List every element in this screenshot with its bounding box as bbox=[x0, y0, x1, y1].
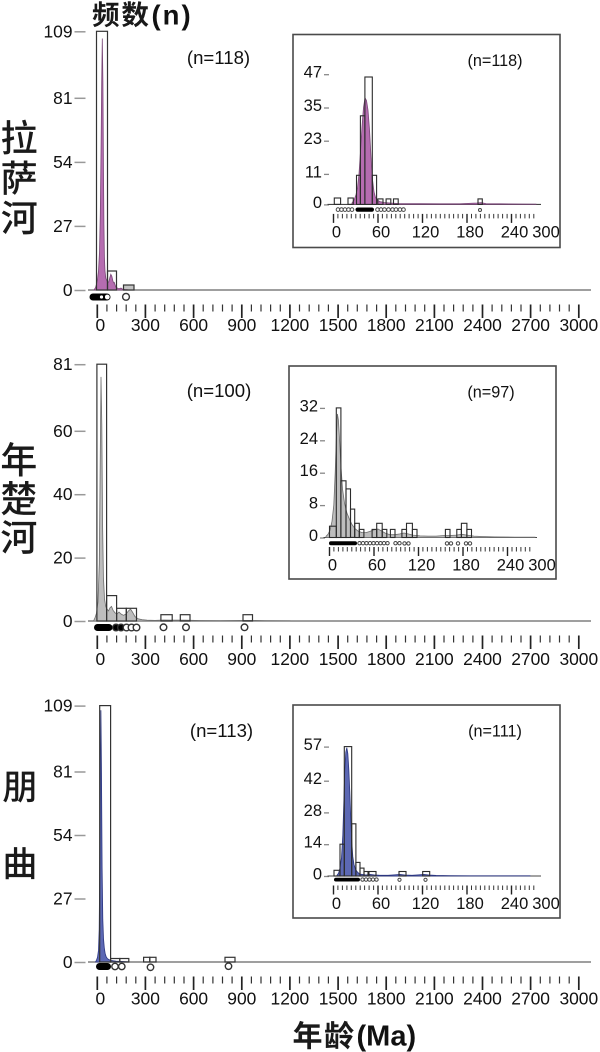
svg-text:(Ma): (Ma) bbox=[357, 1021, 417, 1052]
svg-text:1200: 1200 bbox=[271, 989, 310, 1009]
svg-text:3000: 3000 bbox=[559, 649, 598, 669]
svg-text:900: 900 bbox=[227, 989, 256, 1009]
svg-text:2700: 2700 bbox=[511, 315, 550, 335]
svg-text:300: 300 bbox=[532, 223, 560, 241]
svg-text:(n=118): (n=118) bbox=[187, 47, 250, 68]
svg-text:900: 900 bbox=[227, 315, 256, 335]
svg-text:2700: 2700 bbox=[511, 989, 550, 1009]
svg-text:32: 32 bbox=[300, 397, 318, 415]
svg-text:0: 0 bbox=[309, 527, 318, 545]
svg-text:40: 40 bbox=[53, 484, 72, 504]
svg-text:300: 300 bbox=[532, 895, 560, 913]
svg-text:0: 0 bbox=[313, 866, 322, 884]
svg-text:(n=118): (n=118) bbox=[467, 52, 522, 70]
svg-text:1800: 1800 bbox=[367, 315, 406, 335]
svg-text:180: 180 bbox=[452, 557, 480, 575]
svg-text:1500: 1500 bbox=[319, 315, 358, 335]
svg-text:3000: 3000 bbox=[559, 315, 598, 335]
svg-text:27: 27 bbox=[53, 889, 72, 909]
svg-text:54: 54 bbox=[53, 152, 73, 172]
svg-text:47: 47 bbox=[304, 64, 322, 82]
svg-text:120: 120 bbox=[412, 223, 440, 241]
svg-text:0: 0 bbox=[63, 280, 73, 300]
svg-text:24: 24 bbox=[300, 430, 318, 448]
svg-text:109: 109 bbox=[43, 21, 72, 41]
svg-text:27: 27 bbox=[53, 216, 72, 236]
svg-text:120: 120 bbox=[408, 557, 436, 575]
svg-text:16: 16 bbox=[300, 462, 318, 480]
svg-text:180: 180 bbox=[456, 895, 484, 913]
svg-text:28: 28 bbox=[304, 802, 322, 820]
svg-text:(n=100): (n=100) bbox=[187, 380, 252, 401]
svg-text:2100: 2100 bbox=[415, 989, 454, 1009]
svg-text:120: 120 bbox=[412, 895, 440, 913]
svg-text:0: 0 bbox=[332, 223, 341, 241]
svg-text:240: 240 bbox=[501, 223, 529, 241]
svg-text:0: 0 bbox=[328, 557, 337, 575]
svg-text:1800: 1800 bbox=[367, 989, 406, 1009]
svg-text:2400: 2400 bbox=[463, 989, 502, 1009]
svg-text:14: 14 bbox=[304, 834, 322, 852]
svg-text:300: 300 bbox=[131, 649, 160, 669]
svg-text:109: 109 bbox=[43, 696, 72, 716]
svg-text:11: 11 bbox=[305, 163, 322, 181]
svg-text:2400: 2400 bbox=[463, 315, 502, 335]
svg-text:300: 300 bbox=[131, 989, 160, 1009]
svg-text:0: 0 bbox=[63, 611, 73, 631]
svg-text:42: 42 bbox=[304, 770, 322, 788]
svg-text:0: 0 bbox=[95, 989, 105, 1009]
svg-text:23: 23 bbox=[304, 130, 322, 148]
svg-text:240: 240 bbox=[497, 557, 525, 575]
svg-text:600: 600 bbox=[179, 315, 208, 335]
svg-text:(n=97): (n=97) bbox=[467, 384, 514, 402]
svg-text:(n=113): (n=113) bbox=[190, 720, 253, 741]
svg-text:1500: 1500 bbox=[319, 649, 358, 669]
svg-text:0: 0 bbox=[95, 649, 105, 669]
svg-text:0: 0 bbox=[332, 895, 341, 913]
svg-text:2400: 2400 bbox=[463, 649, 502, 669]
svg-text:2100: 2100 bbox=[415, 315, 454, 335]
svg-text:20: 20 bbox=[53, 548, 72, 568]
svg-text:54: 54 bbox=[53, 825, 73, 845]
svg-text:60: 60 bbox=[372, 223, 390, 241]
svg-text:8: 8 bbox=[309, 495, 318, 513]
svg-text:81: 81 bbox=[53, 762, 72, 782]
svg-text:60: 60 bbox=[53, 421, 72, 441]
svg-text:300: 300 bbox=[131, 315, 160, 335]
svg-text:60: 60 bbox=[368, 557, 386, 575]
svg-text:240: 240 bbox=[501, 895, 529, 913]
svg-text:0: 0 bbox=[95, 315, 105, 335]
svg-text:2700: 2700 bbox=[511, 649, 550, 669]
svg-text:600: 600 bbox=[179, 989, 208, 1009]
svg-text:1800: 1800 bbox=[367, 649, 406, 669]
svg-text:2100: 2100 bbox=[415, 649, 454, 669]
svg-text:81: 81 bbox=[53, 88, 72, 108]
svg-text:60: 60 bbox=[372, 895, 390, 913]
svg-text:3000: 3000 bbox=[559, 989, 598, 1009]
svg-text:1200: 1200 bbox=[271, 315, 310, 335]
svg-text:0: 0 bbox=[313, 194, 322, 212]
svg-text:81: 81 bbox=[53, 354, 72, 374]
svg-text:900: 900 bbox=[227, 649, 256, 669]
svg-text:1500: 1500 bbox=[319, 989, 358, 1009]
svg-text:600: 600 bbox=[179, 649, 208, 669]
svg-text:(n): (n) bbox=[152, 0, 193, 31]
svg-text:57: 57 bbox=[304, 736, 322, 754]
svg-text:0: 0 bbox=[63, 952, 73, 972]
svg-text:1200: 1200 bbox=[271, 649, 310, 669]
svg-text:35: 35 bbox=[304, 97, 322, 115]
svg-text:300: 300 bbox=[528, 557, 556, 575]
svg-text:180: 180 bbox=[456, 223, 484, 241]
svg-text:(n=111): (n=111) bbox=[468, 723, 522, 741]
